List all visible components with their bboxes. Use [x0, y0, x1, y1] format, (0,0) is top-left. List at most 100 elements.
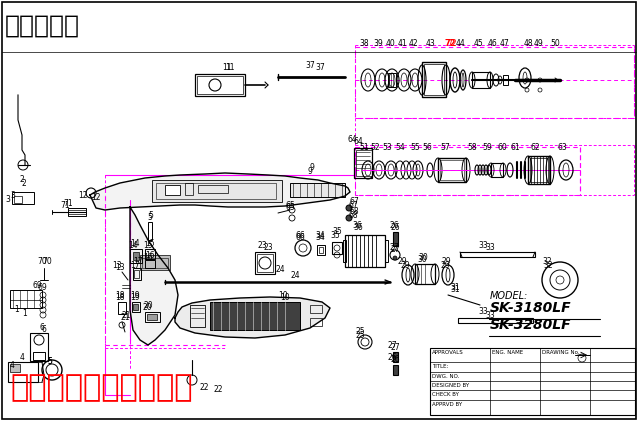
Text: 57: 57: [440, 144, 450, 152]
Text: 66: 66: [295, 234, 305, 242]
Polygon shape: [175, 297, 330, 338]
Text: 36: 36: [353, 224, 363, 232]
Bar: [145, 260, 155, 268]
Text: 14: 14: [128, 240, 138, 250]
Bar: [134, 270, 139, 278]
Text: 9: 9: [308, 168, 313, 176]
Text: 60: 60: [497, 144, 507, 152]
Text: 15: 15: [145, 239, 154, 248]
Bar: [140, 255, 170, 270]
Text: 33: 33: [478, 307, 487, 317]
Text: 64: 64: [348, 136, 358, 144]
Text: 48: 48: [523, 38, 533, 48]
Text: 70: 70: [42, 258, 52, 266]
Bar: [10, 364, 20, 372]
Text: 4: 4: [20, 354, 24, 362]
Bar: [198, 185, 228, 193]
Bar: [257, 254, 273, 272]
Bar: [68, 208, 86, 216]
Text: APPRVD BY: APPRVD BY: [432, 402, 462, 407]
Text: DWG. NO.: DWG. NO.: [432, 374, 459, 379]
Text: 24: 24: [275, 266, 285, 274]
Bar: [430, 348, 635, 415]
Text: 11: 11: [222, 64, 232, 72]
Text: SK-3280LF: SK-3280LF: [490, 318, 572, 332]
Text: 67: 67: [348, 200, 358, 210]
Circle shape: [346, 205, 352, 211]
Text: 62: 62: [530, 144, 540, 152]
Text: APPROVALS: APPROVALS: [432, 350, 464, 355]
Bar: [310, 305, 322, 313]
Bar: [145, 312, 160, 322]
Text: 65: 65: [285, 203, 295, 213]
Text: 12: 12: [78, 192, 87, 200]
Text: 32: 32: [543, 261, 553, 269]
Text: 59: 59: [482, 144, 492, 152]
Text: 21: 21: [120, 314, 130, 322]
Text: 42: 42: [408, 38, 418, 48]
Text: ENG. NAME: ENG. NAME: [492, 350, 523, 355]
Text: 博全专业电动工具维修: 博全专业电动工具维修: [10, 373, 193, 402]
Text: 38: 38: [359, 38, 369, 48]
Text: 32: 32: [542, 258, 552, 266]
Bar: [197, 76, 243, 94]
Text: 72: 72: [447, 38, 457, 48]
Bar: [133, 304, 138, 310]
Text: 37: 37: [305, 61, 315, 69]
Bar: [491, 163, 503, 177]
Bar: [354, 148, 372, 178]
Bar: [118, 302, 126, 314]
Text: 27: 27: [388, 341, 397, 349]
Text: 58: 58: [467, 144, 477, 152]
Bar: [356, 150, 372, 176]
Text: 31: 31: [450, 282, 459, 291]
Text: 39: 39: [373, 38, 383, 48]
Bar: [472, 72, 490, 88]
Text: 25: 25: [355, 328, 365, 336]
Text: 70: 70: [37, 258, 47, 266]
Text: CHECK BY: CHECK BY: [432, 392, 459, 397]
Text: 4: 4: [10, 360, 15, 370]
Text: 15: 15: [143, 240, 153, 250]
Bar: [393, 365, 398, 375]
Text: 2: 2: [22, 179, 27, 187]
Bar: [156, 183, 276, 199]
Text: 5: 5: [48, 357, 52, 367]
Text: 30: 30: [417, 256, 427, 264]
Text: 27: 27: [390, 344, 400, 352]
Bar: [210, 302, 300, 330]
Text: 41: 41: [397, 38, 407, 48]
Text: 6: 6: [42, 325, 47, 335]
Text: 奇力速电批: 奇力速电批: [5, 14, 80, 38]
Text: 21: 21: [122, 311, 131, 320]
Bar: [460, 252, 535, 257]
Text: 63: 63: [557, 144, 567, 152]
Text: 71: 71: [60, 202, 70, 210]
Text: 27: 27: [390, 243, 399, 253]
Text: 55: 55: [410, 144, 420, 152]
Bar: [185, 183, 193, 195]
Text: 51: 51: [359, 144, 369, 152]
Text: 26: 26: [390, 355, 400, 365]
Text: 25: 25: [355, 330, 365, 339]
Text: TITLE:: TITLE:: [432, 364, 449, 369]
Text: 35: 35: [330, 231, 340, 240]
Bar: [424, 64, 444, 95]
Text: 2: 2: [20, 176, 24, 184]
Text: 69: 69: [37, 282, 47, 291]
Bar: [345, 235, 385, 267]
Text: 69: 69: [32, 280, 42, 290]
Text: 49: 49: [534, 38, 544, 48]
Text: MODEL:: MODEL:: [490, 291, 528, 301]
Text: 43: 43: [425, 38, 435, 48]
Text: 29: 29: [442, 258, 452, 266]
Text: 23: 23: [263, 243, 273, 253]
Text: 33: 33: [485, 243, 495, 253]
Text: 66: 66: [296, 231, 306, 240]
Text: 22: 22: [200, 383, 209, 392]
Bar: [147, 314, 157, 320]
Text: 46: 46: [487, 38, 497, 48]
Polygon shape: [90, 173, 350, 210]
Bar: [310, 318, 322, 326]
Bar: [438, 158, 466, 182]
